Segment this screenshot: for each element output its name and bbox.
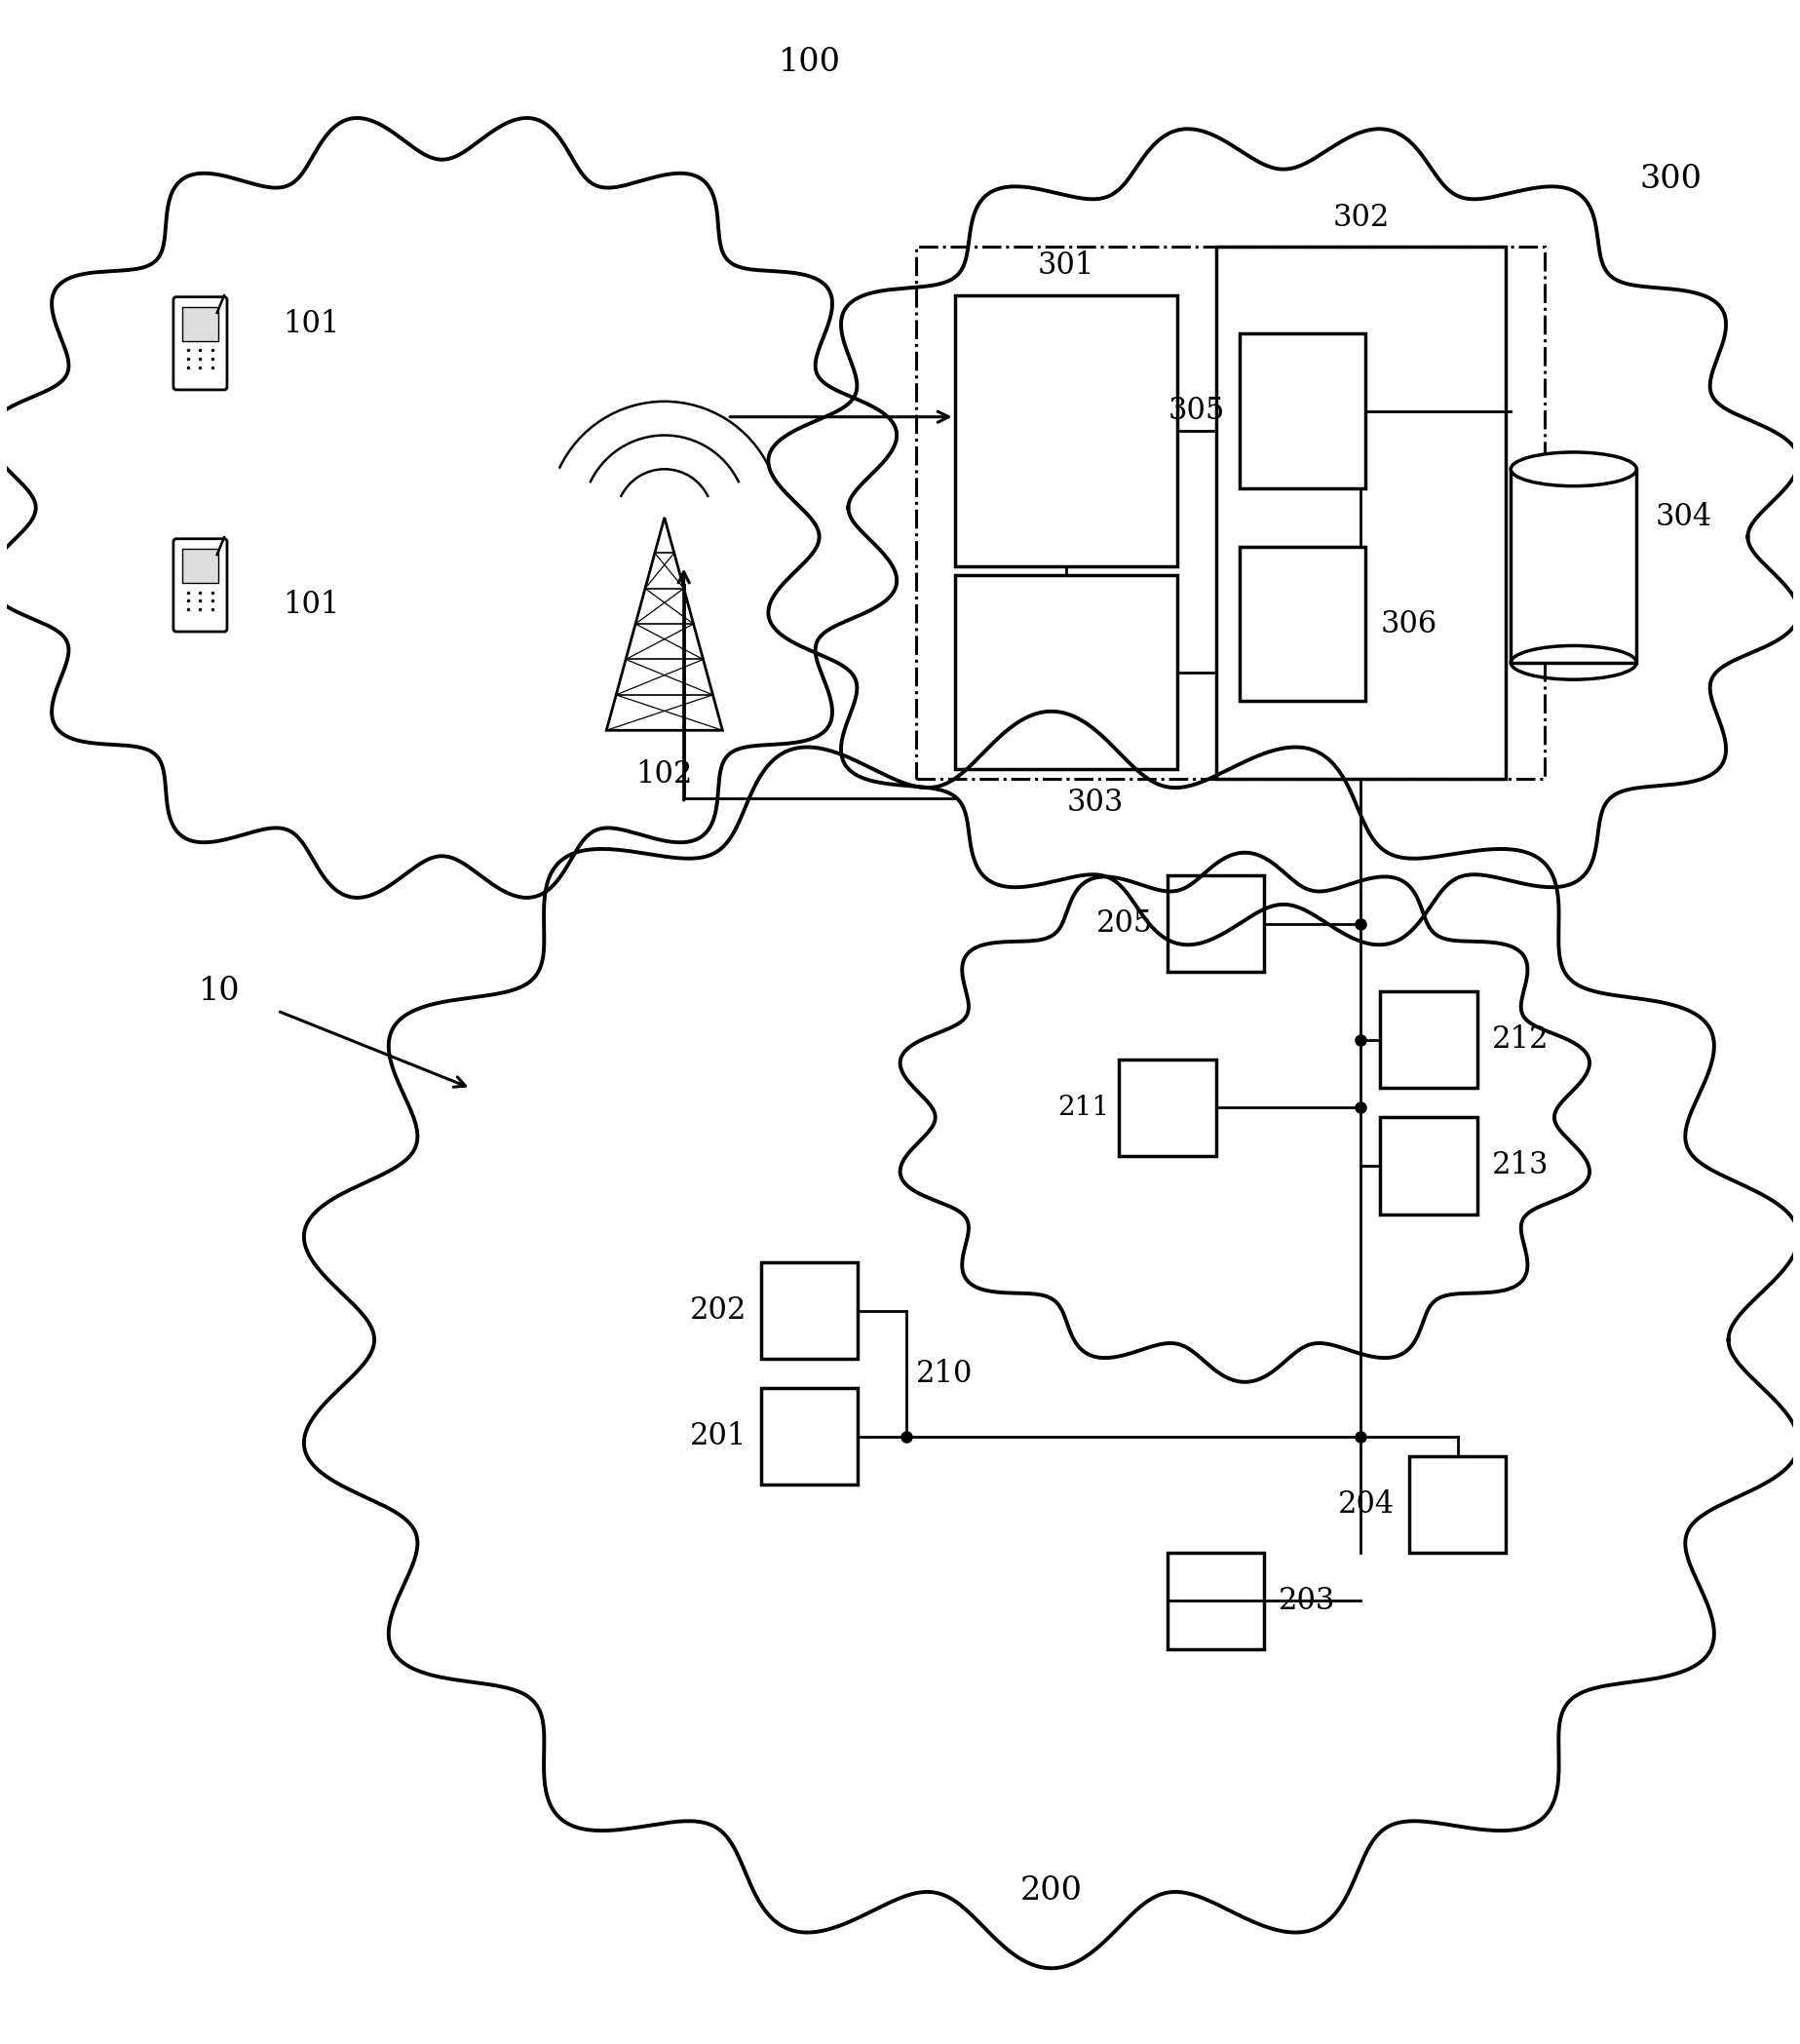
Bar [1120, 1059, 1215, 1157]
Text: 202: 202 [689, 1296, 747, 1327]
Bar [182, 307, 218, 341]
Bar [954, 576, 1177, 769]
Bar [1381, 1118, 1478, 1214]
Text: 101: 101 [283, 309, 340, 339]
Bar [1409, 1455, 1507, 1553]
FancyBboxPatch shape [173, 540, 227, 632]
Text: 200: 200 [1021, 1876, 1082, 1907]
Text: 305: 305 [1168, 397, 1226, 427]
Ellipse shape [1510, 452, 1636, 486]
Text: 101: 101 [283, 589, 340, 619]
Text: 205: 205 [1096, 910, 1154, 938]
Text: 304: 304 [1656, 503, 1712, 533]
Text: 303: 303 [1066, 787, 1123, 818]
Bar [1240, 546, 1366, 701]
Bar [1168, 875, 1264, 973]
Text: 203: 203 [1278, 1586, 1336, 1617]
Text: 201: 201 [689, 1421, 747, 1451]
Bar [761, 1388, 859, 1484]
Bar [954, 294, 1177, 566]
Text: 213: 213 [1492, 1151, 1548, 1181]
Text: 211: 211 [1058, 1094, 1109, 1120]
Bar [1168, 1553, 1264, 1650]
Bar [182, 548, 218, 583]
Text: 204: 204 [1337, 1490, 1395, 1519]
Text: 300: 300 [1640, 164, 1701, 194]
Text: 100: 100 [778, 47, 841, 78]
Text: 301: 301 [1037, 251, 1094, 282]
Bar [1381, 991, 1478, 1087]
Bar [1240, 333, 1366, 489]
Text: 210: 210 [916, 1359, 972, 1388]
Bar [761, 1263, 859, 1359]
Bar [916, 247, 1544, 779]
Text: 102: 102 [635, 760, 693, 789]
Text: 302: 302 [1332, 202, 1390, 233]
Text: 306: 306 [1381, 609, 1436, 640]
Text: 212: 212 [1492, 1024, 1548, 1055]
FancyBboxPatch shape [173, 296, 227, 390]
Text: 10: 10 [198, 975, 241, 1008]
Bar [1215, 247, 1507, 779]
Bar [1510, 470, 1636, 662]
